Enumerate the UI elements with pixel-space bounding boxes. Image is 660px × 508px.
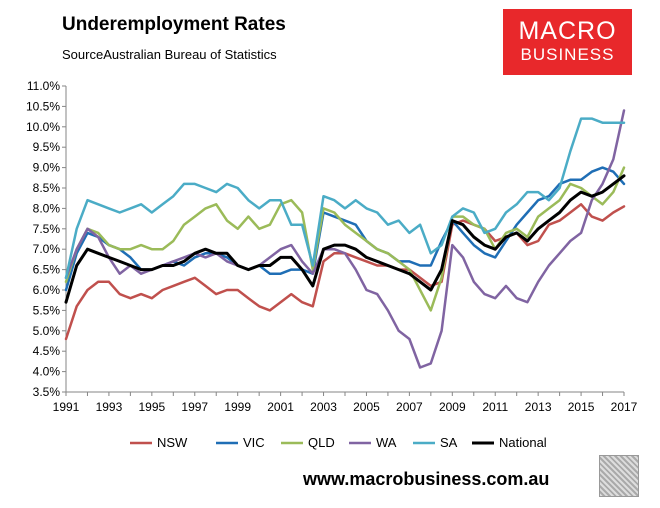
x-tick-label: 1993 [96, 400, 123, 414]
y-tick-label: 6.5% [33, 263, 61, 277]
y-tick-label: 5.0% [33, 324, 61, 338]
y-tick-label: 3.5% [33, 385, 61, 399]
wolf-logo-icon [599, 455, 639, 497]
x-tick-label: 2013 [525, 400, 552, 414]
x-tick-label: 2009 [439, 400, 466, 414]
y-tick-label: 8.0% [33, 201, 61, 215]
chart-subtitle: SourceAustralian Bureau of Statistics [62, 47, 277, 62]
legend-label-qld: QLD [308, 435, 335, 450]
logo-line-2: BUSINESS [520, 45, 615, 64]
y-tick-label: 4.0% [33, 365, 61, 379]
x-tick-label: 2003 [310, 400, 337, 414]
legend-label-sa: SA [440, 435, 458, 450]
x-tick-label: 2011 [482, 400, 508, 414]
y-tick-label: 7.5% [33, 222, 61, 236]
y-tick-label: 11.0% [27, 79, 60, 93]
y-tick-label: 9.0% [33, 161, 61, 175]
x-tick-label: 2005 [353, 400, 380, 414]
x-tick-label: 2015 [568, 400, 595, 414]
x-tick-label: 1995 [138, 400, 165, 414]
legend-label-national: National [499, 435, 547, 450]
series-line-qld [64, 166, 626, 312]
macrobusiness-logo: MACRO BUSINESS [503, 9, 632, 75]
legend-label-nsw: NSW [157, 435, 188, 450]
x-tick-label: 1997 [181, 400, 208, 414]
y-tick-label: 4.5% [33, 344, 61, 358]
x-tick-label: 1999 [224, 400, 251, 414]
x-tick-label: 2007 [396, 400, 423, 414]
logo-line-1: MACRO [518, 17, 617, 45]
legend-label-vic: VIC [243, 435, 265, 450]
series-line-sa [64, 117, 626, 280]
y-tick-label: 6.0% [33, 283, 61, 297]
y-tick-label: 7.0% [33, 242, 61, 256]
y-tick-label: 10.5% [26, 99, 60, 113]
legend-label-wa: WA [376, 435, 397, 450]
website-url: www.macrobusiness.com.au [303, 469, 550, 489]
y-tick-label: 5.5% [33, 303, 61, 317]
series-line-national [64, 174, 626, 304]
chart-title: Underemployment Rates [62, 14, 286, 35]
y-tick-label: 10.0% [26, 120, 60, 134]
x-tick-label: 2017 [611, 400, 638, 414]
x-tick-label: 2001 [267, 400, 294, 414]
y-tick-label: 9.5% [33, 140, 61, 154]
y-tick-label: 8.5% [33, 181, 61, 195]
x-tick-label: 1991 [53, 400, 80, 414]
